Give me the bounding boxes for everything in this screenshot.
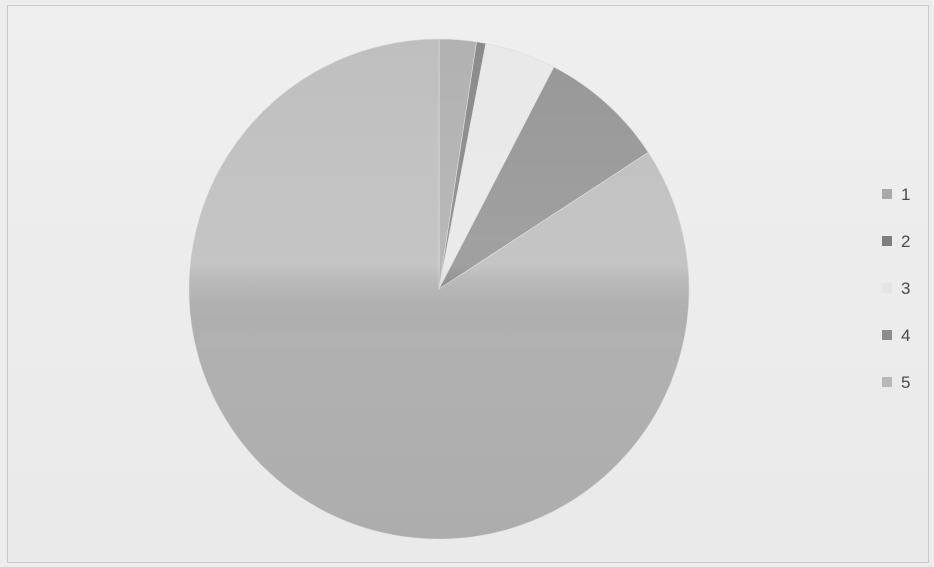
- legend-swatch-1: [882, 189, 892, 199]
- legend-label-2: 2: [901, 231, 911, 251]
- legend-item-2: 2: [882, 227, 932, 255]
- legend-item-3: 3: [882, 274, 932, 302]
- legend-item-4: 4: [882, 321, 932, 349]
- legend-swatch-5: [882, 377, 892, 387]
- legend-label-3: 3: [901, 278, 911, 298]
- legend: 1 2 3 4 5: [882, 180, 932, 415]
- legend-label-5: 5: [901, 372, 911, 392]
- legend-swatch-4: [882, 330, 892, 340]
- legend-item-1: 1: [882, 180, 932, 208]
- legend-swatch-3: [882, 283, 892, 293]
- legend-label-4: 4: [901, 325, 911, 345]
- legend-swatch-2: [882, 236, 892, 246]
- pie-sheen: [189, 39, 689, 539]
- legend-label-1: 1: [901, 184, 911, 204]
- legend-item-5: 5: [882, 368, 932, 396]
